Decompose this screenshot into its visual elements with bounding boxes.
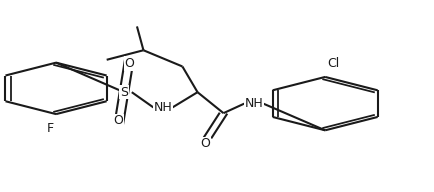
Text: NH: NH <box>154 101 172 114</box>
Text: NH: NH <box>244 97 263 110</box>
Text: F: F <box>47 122 54 135</box>
Text: Cl: Cl <box>327 57 339 70</box>
Text: O: O <box>201 137 210 150</box>
Text: S: S <box>120 86 128 99</box>
Text: O: O <box>125 57 135 70</box>
Text: O: O <box>113 114 123 127</box>
